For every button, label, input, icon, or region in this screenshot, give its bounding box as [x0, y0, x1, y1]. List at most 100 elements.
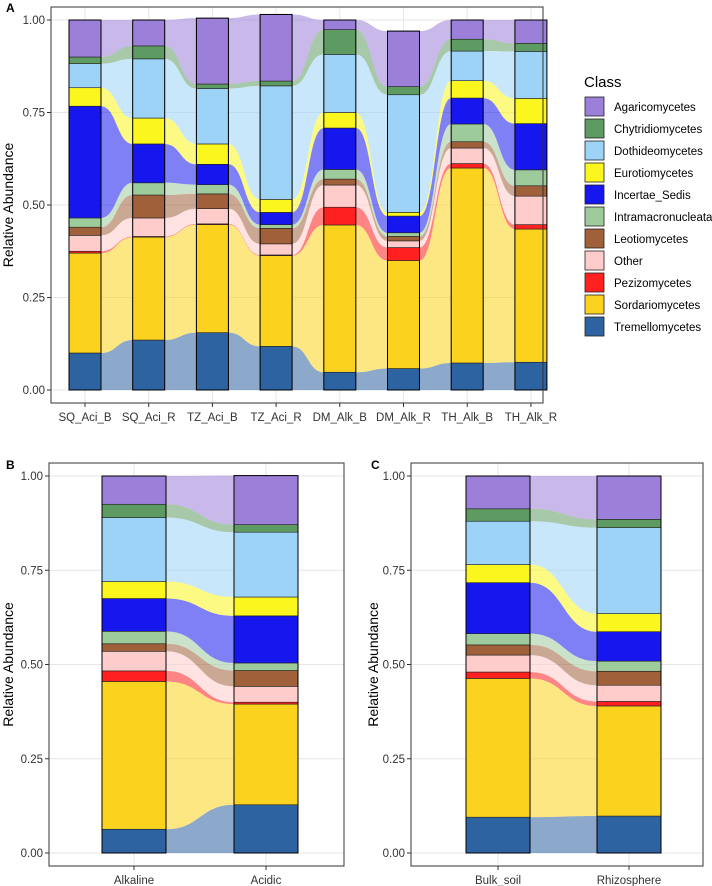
panel-a: 0.00 0.25 0.50 0.75 1.00 SQ_Aci_B SQ_Aci_R TZ_A…	[0, 1, 557, 424]
flow-eurotiomycetes	[530, 564, 597, 632]
y-tick-label: 0.75	[23, 108, 45, 120]
bar-outline	[596, 475, 662, 854]
bar-segment-sq-aci-b-tremellomycetes	[68, 352, 102, 391]
bar-segment-th-alk-r-tremellomycetes	[514, 361, 548, 391]
flow-chytridiomycetes	[530, 508, 597, 528]
bar-segment-dm-alk-r-agaricomycetes	[387, 30, 420, 87]
flow-sordariomycetes	[419, 168, 452, 369]
bar-segment-sq-aci-b-eurotiomycetes	[68, 87, 102, 107]
bar-segment-dm-alk-r-pezizomycetes	[387, 247, 420, 261]
legend-label-intramacronucleata: Intramacronucleata	[614, 212, 712, 224]
bar-segment-sq-aci-b-intramacronucleata	[68, 217, 102, 228]
y-tick-label: 1.00	[383, 471, 405, 483]
bar-segment-tz-aci-b-dothideomycetes	[196, 88, 229, 145]
bar-segment-dm-alk-r-incertae-sedis	[387, 215, 420, 234]
bar-outline	[195, 17, 229, 391]
flow-tremellomycetes	[101, 340, 133, 390]
bar-segment-acidic-intramacronucleata	[233, 662, 299, 671]
bar-segment-sq-aci-r-tremellomycetes	[132, 339, 165, 391]
bar-segment-th-alk-b-eurotiomycetes	[450, 80, 484, 99]
flow-incertae-sedis	[419, 98, 452, 233]
flow-chytridiomycetes	[166, 504, 234, 533]
bar-segment-bulk-soil-pezizomycetes	[465, 671, 531, 679]
flow-other	[530, 655, 597, 702]
panel-c: 0.00 0.25 0.50 0.75 1.00 Bulk_soil Rhizosphere…	[365, 458, 704, 886]
flow-leotiomycetes	[292, 179, 324, 244]
legend-title: Class	[584, 74, 622, 91]
legend-label-eurotiomycetes: Eurotiomycetes	[614, 168, 694, 180]
bar-segment-th-alk-r-intramacronucleata	[514, 169, 548, 187]
bar-segment-sq-aci-r-agaricomycetes	[132, 19, 165, 47]
flow-other	[419, 148, 452, 248]
flow-agaricomycetes	[228, 14, 261, 85]
bar-segment-th-alk-b-intramacronucleata	[450, 123, 484, 143]
bar-outline	[323, 19, 357, 391]
bar-segment-bulk-soil-tremellomycetes	[465, 816, 531, 854]
bar-segment-rhizosphere-incertae-sedis	[596, 631, 662, 662]
flow-leotiomycetes	[164, 193, 197, 218]
legend-swatch-eurotiomycetes	[584, 162, 605, 183]
bar-segment-tz-aci-b-intramacronucleata	[196, 184, 229, 195]
flow-chytridiomycetes	[483, 39, 515, 52]
flow-dothideomycetes	[101, 58, 133, 119]
bar-segment-alkaline-eurotiomycetes	[101, 581, 167, 599]
flow-sordariomycetes	[355, 224, 388, 373]
bar-segment-tz-aci-r-intramacronucleata	[259, 224, 293, 229]
bar-segment-dm-alk-r-eurotiomycetes	[387, 212, 420, 217]
bar-segment-sq-aci-b-dothideomycetes	[68, 63, 102, 89]
flow-agaricomycetes	[483, 20, 515, 44]
flow-tremellomycetes	[164, 332, 197, 390]
flow-eurotiomycetes	[355, 112, 388, 217]
bar-segment-th-alk-b-pezizomycetes	[450, 163, 484, 169]
bar-segment-tz-aci-r-tremellomycetes	[259, 346, 293, 391]
flow-intramacronucleata	[355, 169, 388, 237]
flow-leotiomycetes	[419, 141, 452, 241]
y-axis-title: Relative Abundance	[365, 602, 381, 727]
bar-outline	[233, 475, 299, 854]
y-tick-label: 0.25	[383, 754, 405, 766]
bar-segment-acidic-chytridiomycetes	[233, 524, 299, 533]
bar-segment-bulk-soil-agaricomycetes	[465, 475, 531, 510]
bar-segment-dm-alk-r-dothideomycetes	[387, 94, 420, 213]
bar-segment-th-alk-b-incertae-sedis	[450, 97, 484, 125]
bar-segment-rhizosphere-leotiomycetes	[596, 670, 662, 686]
bar-segment-bulk-soil-chytridiomycetes	[465, 508, 531, 522]
flow-intramacronucleata	[419, 123, 452, 237]
legend-label-tremellomycetes: Tremellomycetes	[614, 322, 701, 334]
bar-outline	[132, 19, 166, 391]
bar-segment-acidic-other	[233, 686, 299, 703]
bar-segment-dm-alk-r-tremellomycetes	[387, 368, 420, 391]
bar-segment-alkaline-sordariomycetes	[101, 681, 167, 830]
legend-label-incertae-sedis: Incertae_Sedis	[614, 190, 691, 202]
flow-agaricomycetes	[166, 475, 234, 525]
flow-dothideomycetes	[164, 58, 197, 144]
flow-other	[101, 217, 133, 252]
x-tick-label: SQ_Aci_B	[58, 412, 111, 424]
y-tick-label: 1.00	[21, 471, 43, 483]
bar-outline	[101, 475, 167, 854]
x-tick-label: SQ_Aci_R	[122, 412, 176, 424]
flow-leotiomycetes	[166, 643, 234, 687]
bar-segment-th-alk-r-pezizomycetes	[514, 224, 548, 230]
bar-segment-alkaline-tremellomycetes	[101, 828, 167, 854]
legend-swatch-incertae-sedis	[584, 184, 605, 205]
flow-leotiomycetes	[530, 644, 597, 686]
flow-pezizomycetes	[164, 223, 197, 238]
flow-sordariomycetes	[292, 224, 324, 373]
flow-dothideomycetes	[228, 85, 261, 200]
flow-incertae-sedis	[292, 128, 324, 225]
flow-chytridiomycetes	[292, 29, 324, 86]
bar-segment-th-alk-r-sordariomycetes	[514, 228, 548, 363]
bar-segment-tz-aci-r-agaricomycetes	[259, 14, 293, 82]
bar-segment-th-alk-r-agaricomycetes	[514, 19, 548, 44]
bar-segment-acidic-dothideomycetes	[233, 531, 299, 598]
bar-segment-acidic-leotiomycetes	[233, 670, 299, 687]
bar-segment-sq-aci-b-sordariomycetes	[68, 252, 102, 354]
bar-segment-sq-aci-r-chytridiomycetes	[132, 45, 165, 60]
bar-outline	[450, 19, 484, 391]
flow-intramacronucleata	[530, 633, 597, 672]
bar-segment-th-alk-b-agaricomycetes	[450, 19, 484, 40]
flow-eurotiomycetes	[101, 87, 133, 144]
flow-incertae-sedis	[166, 598, 234, 663]
x-tick-label: TH_Alk_R	[505, 412, 557, 424]
